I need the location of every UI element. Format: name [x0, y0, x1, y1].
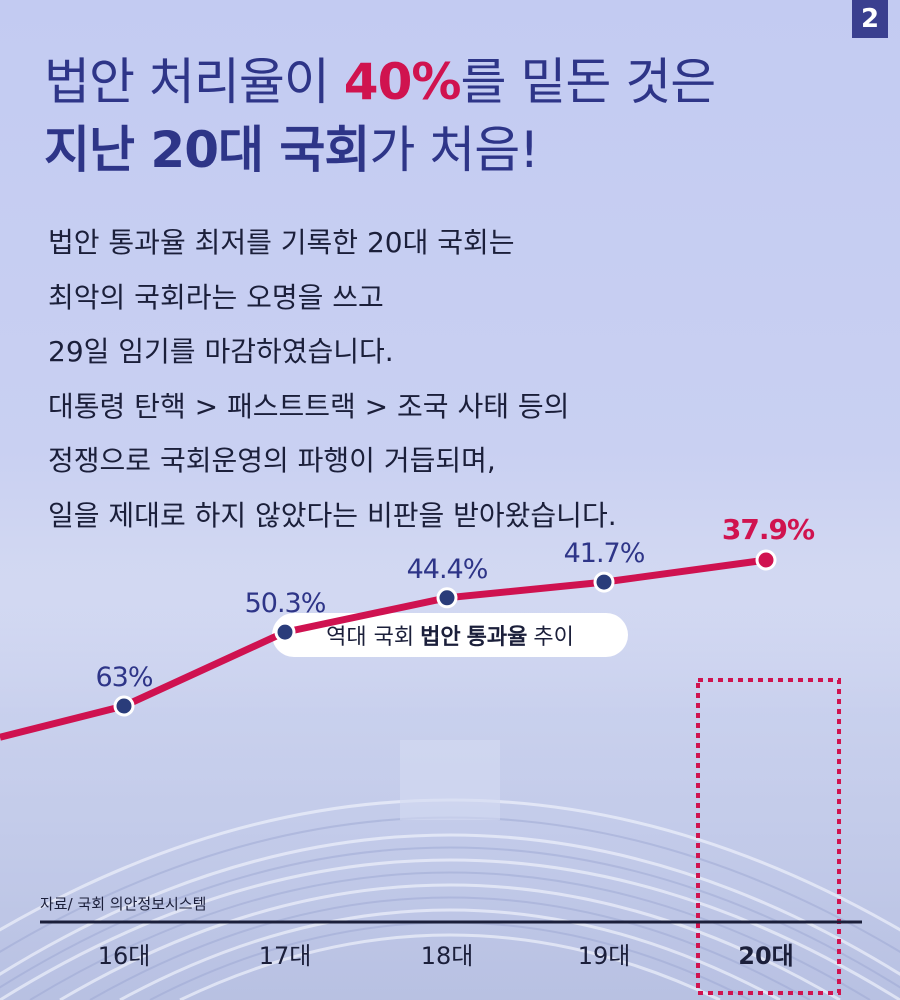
chart-title: 역대 국회 법안 통과율 추이: [272, 613, 628, 657]
data-point: [113, 695, 135, 717]
x-tick-label: 18대: [420, 942, 474, 970]
data-point: [593, 571, 615, 593]
body-line: 29일 임기를 마감하였습니다.: [48, 335, 394, 368]
headline-text: 법안 처리율이: [44, 53, 344, 111]
headline-line-1: 법안 처리율이 40%를 밑돈 것은: [44, 48, 864, 116]
x-tick-label: 17대: [258, 942, 312, 970]
headline: 법안 처리율이 40%를 밑돈 것은 지난 20대 국회가 처음!: [44, 48, 864, 184]
chart-title-bold: 통과율: [466, 625, 528, 650]
body-line: 일을 제대로 하지 않았다는 비판을 받아왔습니다.: [48, 498, 617, 532]
highlight-box: [696, 678, 841, 995]
headline-bold: 지난 20대 국회: [44, 121, 370, 179]
body-line: 법안 통과율 최저를 기록한 20대 국회는: [48, 226, 515, 259]
body-text: 법안 통과율 최저를 기록한 20대 국회는 최악의 국회라는 오명을 쓰고 2…: [48, 216, 848, 543]
data-point: [274, 621, 296, 643]
body-line: 최악의 국회라는 오명을 쓰고: [48, 280, 384, 314]
x-tick-label: 16대: [97, 942, 151, 970]
data-point: [755, 549, 777, 571]
page-number-badge: 2: [852, 0, 888, 38]
chart-title-suffix: 추이: [533, 625, 574, 650]
body-line: 대통령 탄핵 > 패스트트랙 > 조국 사태 등의: [48, 389, 570, 423]
headline-highlight: 40%: [343, 53, 462, 111]
data-label: 41.7%: [564, 538, 645, 569]
data-label: 50.3%: [245, 588, 326, 619]
x-tick-label: 19대: [577, 942, 631, 970]
headline-line-2: 지난 20대 국회가 처음!: [44, 116, 864, 184]
series-line: [0, 556, 767, 741]
data-label: 44.4%: [407, 554, 488, 585]
headline-text: 가 처음!: [369, 121, 539, 179]
x-tick-label: 20대: [738, 942, 794, 970]
data-point: [436, 587, 458, 609]
headline-text: 를 밑돈 것은: [460, 53, 716, 111]
data-label: 37.9%: [722, 513, 815, 546]
source-note: 자료/ 국회 의안정보시스템: [40, 895, 207, 913]
data-label: 63%: [95, 662, 152, 693]
chart-title-prefix: 역대 국회: [326, 625, 415, 650]
chart-title-bold: 법안: [420, 625, 461, 650]
body-line: 정쟁으로 국회운영의 파행이 거듭되며,: [48, 444, 496, 477]
